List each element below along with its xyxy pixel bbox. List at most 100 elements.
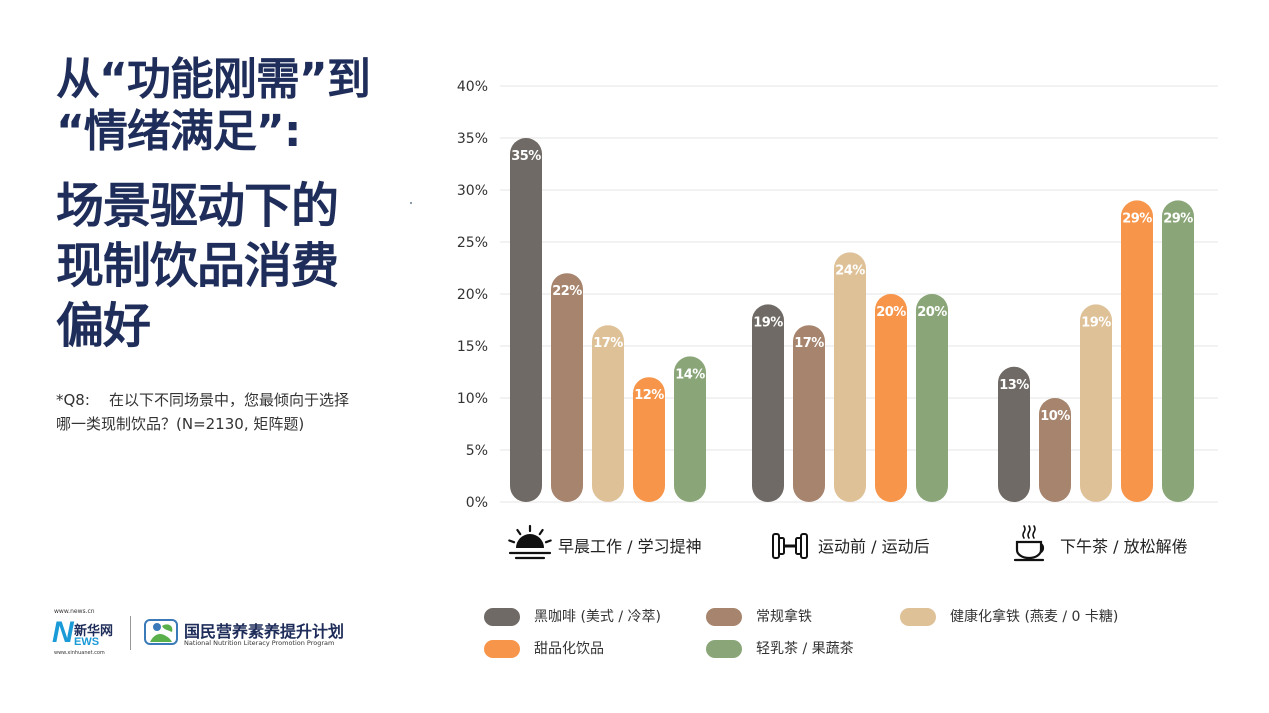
y-tick-label: 30%	[457, 183, 488, 199]
bar-chart: 0% 5% 10% 15% 20% 25% 30% 35% 40% 35% 22% 17% 12% 14…	[457, 79, 1218, 562]
legend-swatch-latte	[706, 608, 742, 626]
steam-line	[1022, 525, 1026, 539]
bar	[916, 294, 948, 502]
legend-swatch-sweet	[484, 640, 520, 658]
coffee-cup-icon	[1013, 525, 1045, 562]
y-tick-label: 10%	[457, 391, 488, 407]
title-line-3: 场景驱动下的	[56, 178, 339, 234]
news-xinhua-text: 新华网	[74, 624, 114, 639]
sun-ray	[516, 528, 522, 536]
title-line-1: 从“功能刚需”到	[56, 54, 371, 105]
bar-value-label: 14%	[675, 367, 705, 382]
legend-label-black-coffee: 黑咖啡 (美式 / 冷萃)	[534, 609, 661, 625]
survey-note-line-2: 哪一类现制饮品？(N=2130, 矩阵题)	[56, 415, 305, 433]
bars	[510, 138, 1194, 502]
legend-swatch-healthy-latte	[900, 608, 936, 626]
bar	[674, 356, 706, 502]
dumbbell-plate	[778, 537, 785, 555]
bar-value-label: 12%	[634, 388, 664, 403]
bar	[793, 325, 825, 502]
bar-value-label: 10%	[1040, 409, 1070, 424]
bar	[592, 325, 624, 502]
y-tick-label: 35%	[457, 131, 488, 147]
y-tick-label: 5%	[466, 443, 488, 459]
news-ews-text: EWS	[74, 636, 100, 648]
footer-logos: www.news.cn N 新华网 EWS www.xinhuanet.com …	[52, 608, 352, 658]
title-main: 场景驱动下的 现制饮品消费 偏好	[56, 176, 339, 356]
title-line-4: 现制饮品消费	[56, 238, 339, 294]
bar	[998, 366, 1030, 502]
bar	[834, 252, 866, 502]
steam-line	[1032, 525, 1036, 539]
y-tick-label: 15%	[457, 339, 488, 355]
legend-swatch-tea	[706, 640, 742, 658]
dumbbell-icon	[772, 533, 808, 559]
legend-item-latte: 常规拿铁	[706, 606, 812, 628]
bar-value-label: 20%	[876, 305, 906, 320]
bar-value-label: 17%	[593, 336, 623, 351]
sunrise-icon	[508, 524, 552, 560]
bar	[752, 304, 784, 502]
dumbbell-plate	[800, 533, 808, 559]
sun-shape	[516, 534, 544, 548]
sun-ray	[538, 528, 544, 536]
survey-note-line-1: *Q8: 在以下不同场景中，您最倾向于选择	[56, 391, 349, 409]
news-site2-text: www.xinhuanet.com	[54, 650, 105, 656]
steam-line	[1027, 525, 1031, 539]
bar-value-label: 19%	[1081, 315, 1111, 330]
nutrition-program-mark-icon	[144, 619, 178, 645]
y-tick-label: 20%	[457, 287, 488, 303]
y-tick-label: 25%	[457, 235, 488, 251]
title-top: 从“功能刚需”到 “情绪满足”:	[56, 54, 371, 158]
legend-label-healthy-latte: 健康化拿铁 (燕麦 / 0 卡糖)	[950, 609, 1119, 625]
legend-label-sweet: 甜品化饮品	[534, 641, 604, 657]
bar	[1080, 304, 1112, 502]
decorative-dot	[410, 202, 412, 204]
bar-value-label: 13%	[999, 378, 1029, 393]
cup-handle	[1040, 543, 1045, 553]
bar	[1162, 200, 1194, 502]
nutrition-program-cn: 国民营养素养提升计划	[184, 622, 345, 641]
bar-value-label: 19%	[753, 315, 783, 330]
x-category-label: 运动前 / 运动后	[818, 537, 930, 556]
bar-value-label: 17%	[794, 336, 824, 351]
bar	[510, 138, 542, 502]
bar-data-labels: 35% 22% 17% 12% 14% 19% 17% 24% 20% 20% 13% 10% 19% 2…	[511, 149, 1194, 424]
xinhua-news-logo: www.news.cn N 新华网 EWS www.xinhuanet.com	[52, 608, 122, 658]
bar-value-label: 24%	[835, 263, 865, 278]
legend-swatch-black-coffee	[484, 608, 520, 626]
bar-value-label: 20%	[917, 305, 947, 320]
logo-divider	[130, 616, 131, 650]
chart-legend: 黑咖啡 (美式 / 冷萃) 常规拿铁 健康化拿铁 (燕麦 / 0 卡糖) 甜品化…	[484, 606, 1244, 666]
title-line-2: “情绪满足”:	[56, 106, 301, 157]
bar-value-label: 29%	[1163, 211, 1193, 226]
legend-label-latte: 常规拿铁	[756, 609, 812, 625]
legend-item-black-coffee: 黑咖啡 (美式 / 冷萃)	[484, 606, 661, 628]
bar-value-label: 35%	[511, 149, 541, 164]
y-axis-ticks: 0% 5% 10% 15% 20% 25% 30% 35% 40%	[457, 79, 488, 511]
survey-note: *Q8: 在以下不同场景中，您最倾向于选择 哪一类现制饮品？(N=2130, 矩…	[56, 388, 349, 436]
bar	[551, 273, 583, 502]
legend-item-healthy-latte: 健康化拿铁 (燕麦 / 0 卡糖)	[900, 606, 1118, 628]
bar-value-label: 22%	[552, 284, 582, 299]
news-n-mark: N	[52, 616, 74, 649]
bar	[1121, 200, 1153, 502]
news-site-text: www.news.cn	[54, 608, 95, 615]
x-category-label: 下午茶 / 放松解倦	[1060, 537, 1188, 556]
y-tick-label: 40%	[457, 79, 488, 95]
nutrition-program-logo: 国民营养素养提升计划 National Nutrition Literacy P…	[144, 614, 354, 654]
sun-ray	[544, 539, 552, 544]
sun-ray	[508, 539, 516, 544]
bar	[1039, 398, 1071, 502]
title-line-5: 偏好	[56, 298, 151, 354]
x-axis-categories: 早晨工作 / 学习提神 运动前 / 运动后 下午茶 / 放松解倦	[508, 524, 1188, 562]
cup-body	[1015, 540, 1043, 560]
legend-item-sweet: 甜品化饮品	[484, 638, 604, 660]
x-category-label: 早晨工作 / 学习提神	[558, 537, 702, 556]
legend-label-tea: 轻乳茶 / 果蔬茶	[756, 641, 854, 657]
bar-value-label: 29%	[1122, 211, 1152, 226]
bar	[633, 377, 665, 502]
bar	[875, 294, 907, 502]
legend-item-tea: 轻乳茶 / 果蔬茶	[706, 638, 854, 660]
nutrition-program-en: National Nutrition Literacy Promotion Pr…	[184, 639, 335, 647]
